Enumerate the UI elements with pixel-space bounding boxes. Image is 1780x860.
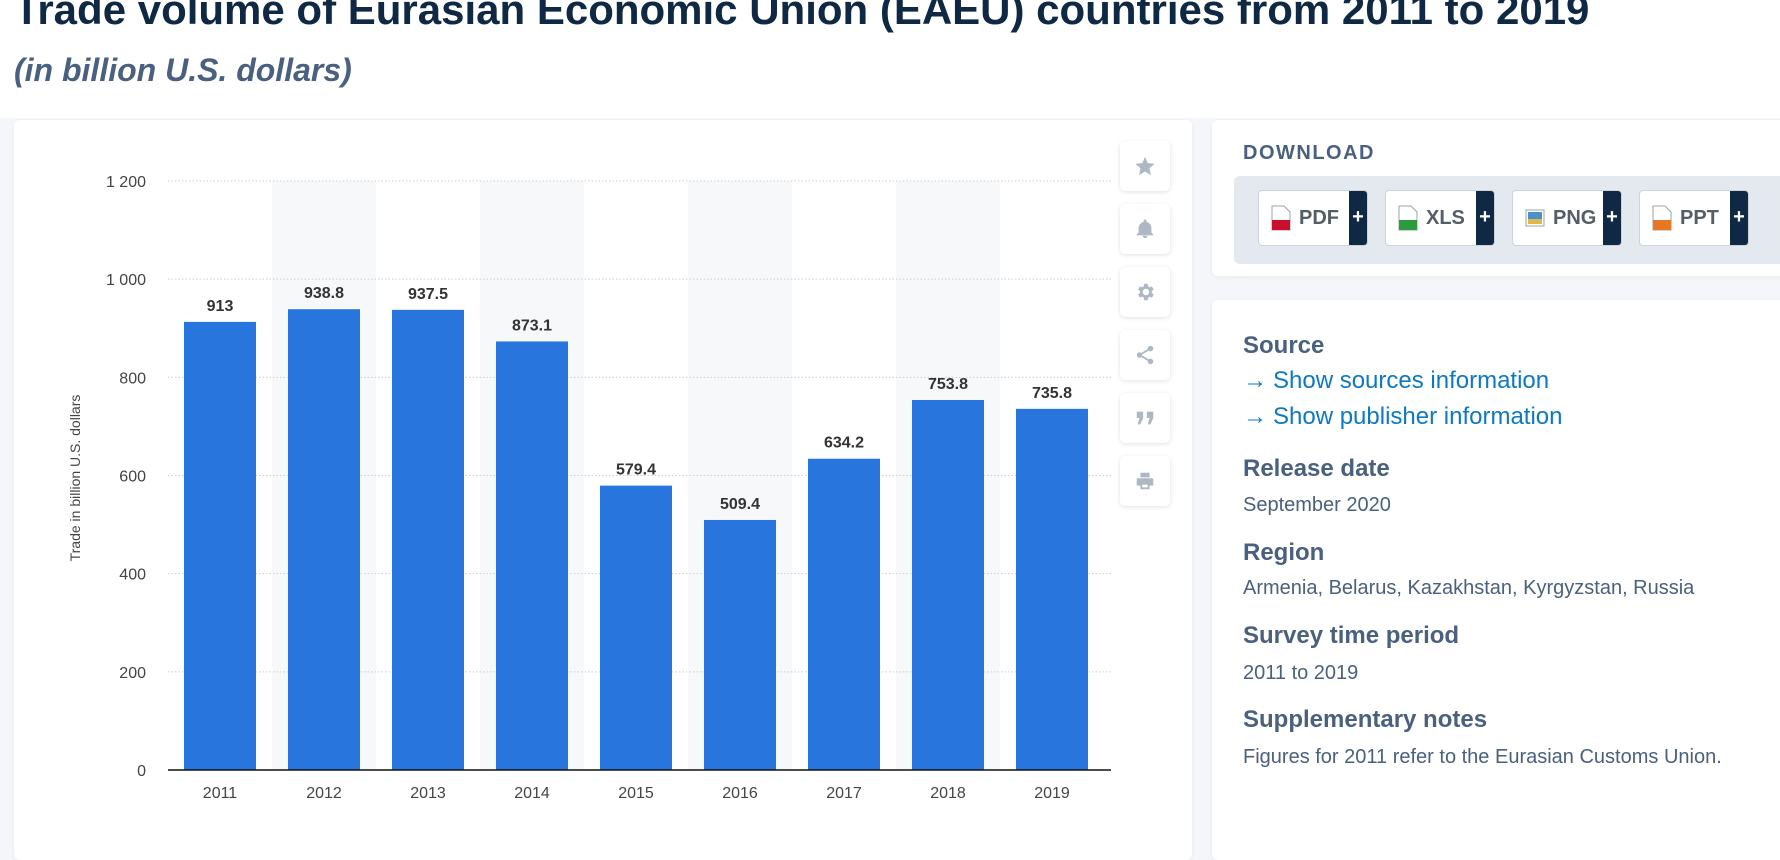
supplementary-notes-heading: Supplementary notes	[1243, 706, 1488, 733]
bar	[704, 519, 776, 770]
download-ppt-label: PPT	[1680, 207, 1719, 229]
bar	[288, 309, 360, 770]
x-tick-label: 2015	[618, 785, 654, 802]
arrow-right-icon: →	[1243, 367, 1267, 394]
data-label: 938.8	[304, 285, 344, 302]
download-xls-plus: +	[1476, 191, 1494, 245]
y-tick-label: 0	[137, 763, 146, 780]
info-card: Source → Show sources information → Show p…	[1212, 300, 1780, 860]
supplementary-notes-value: Figures for 2011 refer to the Eurasian C…	[1243, 746, 1722, 768]
favorite-button[interactable]	[1120, 141, 1170, 191]
download-card: DOWNLOAD PDF + XLS + PNG + PPT +	[1212, 120, 1780, 276]
release-date-value: September 2020	[1243, 494, 1391, 516]
download-png-label: PNG	[1553, 207, 1597, 229]
download-pdf-button[interactable]: PDF +	[1258, 190, 1368, 246]
arrow-right-icon: →	[1243, 403, 1267, 430]
bar	[1016, 408, 1088, 770]
print-button[interactable]	[1120, 456, 1170, 506]
x-tick-label: 2018	[930, 785, 966, 802]
xls-file-icon	[1398, 205, 1418, 231]
y-tick-label: 800	[119, 370, 146, 387]
download-pdf-plus: +	[1349, 191, 1367, 245]
data-label: 579.4	[616, 462, 656, 479]
y-tick-label: 1 200	[106, 174, 146, 191]
y-tick-label: 400	[119, 567, 146, 584]
data-label: 509.4	[720, 496, 760, 513]
data-label: 634.2	[824, 435, 864, 452]
download-xls-button[interactable]: XLS +	[1385, 190, 1495, 246]
bar	[808, 458, 880, 770]
y-tick-label: 200	[119, 665, 146, 682]
bar	[392, 309, 464, 770]
x-tick-label: 2016	[722, 785, 758, 802]
x-tick-label: 2019	[1034, 785, 1070, 802]
release-date-heading: Release date	[1243, 455, 1390, 482]
data-label: 913	[207, 298, 234, 315]
bar	[184, 321, 256, 770]
show-publisher-label: Show publisher information	[1273, 403, 1563, 430]
data-label: 735.8	[1032, 385, 1072, 402]
source-heading: Source	[1243, 332, 1325, 359]
download-title: DOWNLOAD	[1243, 142, 1375, 164]
settings-button[interactable]	[1120, 267, 1170, 317]
download-png-button[interactable]: PNG +	[1512, 190, 1622, 246]
bar	[912, 400, 984, 770]
show-publisher-link[interactable]: → Show publisher information	[1243, 403, 1563, 431]
png-file-icon	[1525, 209, 1545, 227]
page-subtitle: (in billion U.S. dollars)	[14, 52, 352, 88]
chart-card: 0 200 400 600 800 1 000 1 200 Trade in billion …	[14, 120, 1192, 860]
download-ppt-plus: +	[1730, 191, 1748, 245]
print-icon	[1136, 472, 1154, 490]
ppt-file-icon	[1652, 205, 1672, 231]
x-tick-label: 2011	[203, 785, 238, 802]
bar	[600, 485, 672, 770]
y-tick-label: 1 000	[106, 272, 146, 289]
data-label: 873.1	[512, 317, 552, 334]
download-png-plus: +	[1603, 191, 1621, 245]
bell-icon	[1136, 219, 1154, 239]
star-icon	[1135, 156, 1155, 176]
x-tick-label: 2017	[826, 785, 862, 802]
bar	[496, 341, 568, 770]
share-button[interactable]	[1120, 330, 1170, 380]
gear-icon	[1138, 283, 1154, 301]
data-label: 753.8	[928, 376, 968, 393]
notification-button[interactable]	[1120, 204, 1170, 254]
page-title: Trade volume of Eurasian Economic Union …	[14, 0, 1590, 33]
pdf-file-icon	[1271, 205, 1291, 231]
x-tick-label: 2013	[410, 785, 446, 802]
quote-icon	[1136, 411, 1154, 425]
survey-period-value: 2011 to 2019	[1243, 662, 1359, 684]
y-axis-title: Trade in billion U.S. dollars	[67, 395, 83, 562]
page-header: Trade volume of Eurasian Economic Union …	[0, 0, 1780, 118]
show-sources-label: Show sources information	[1273, 367, 1550, 394]
download-xls-label: XLS	[1426, 207, 1465, 229]
y-tick-label: 600	[119, 469, 146, 486]
region-heading: Region	[1243, 539, 1325, 566]
download-ppt-button[interactable]: PPT +	[1639, 190, 1749, 246]
show-sources-link[interactable]: → Show sources information	[1243, 367, 1549, 395]
data-label: 937.5	[408, 286, 448, 303]
survey-period-heading: Survey time period	[1243, 622, 1460, 649]
bar-chart: 0 200 400 600 800 1 000 1 200 Trade in billion …	[67, 174, 1111, 802]
share-icon	[1136, 345, 1154, 365]
cite-button[interactable]	[1120, 393, 1170, 443]
download-bar: PDF + XLS + PNG + PPT +	[1234, 176, 1780, 264]
region-value: Armenia, Belarus, Kazakhstan, Kyrgyzstan…	[1243, 577, 1695, 599]
chart-toolbar	[1120, 141, 1170, 519]
download-pdf-label: PDF	[1299, 207, 1339, 229]
x-tick-label: 2012	[306, 785, 342, 802]
x-tick-label: 2014	[514, 785, 550, 802]
